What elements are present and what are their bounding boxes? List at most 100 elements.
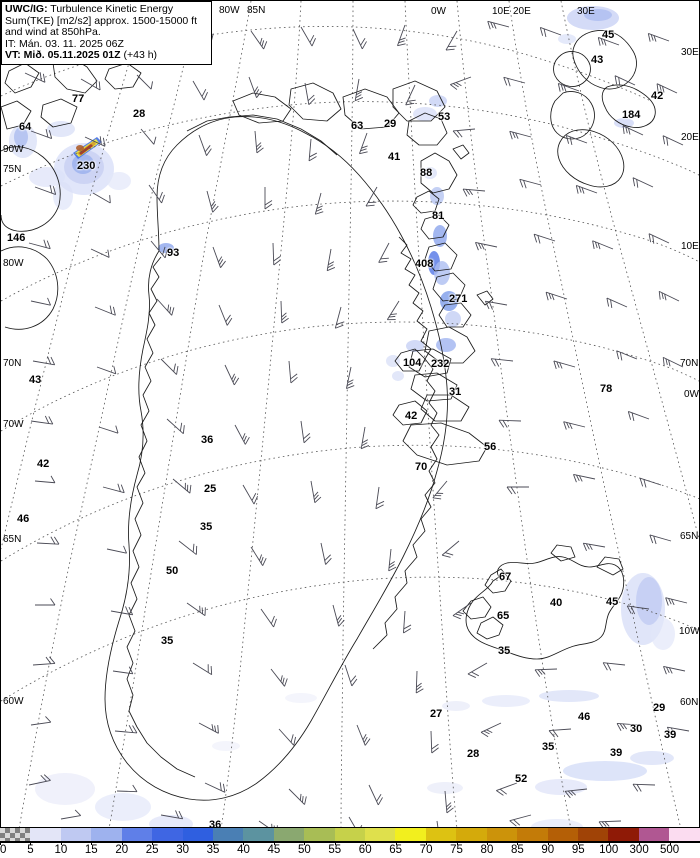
tke-value-label: 46: [578, 711, 591, 723]
graticule-label: 60W: [3, 696, 24, 707]
info-model-id: UWC/IG:: [5, 3, 48, 15]
colorbar-tick-label: 80: [480, 844, 494, 856]
tke-value-label: 88: [420, 167, 433, 179]
colorbar-swatch: [365, 828, 396, 841]
colorbar-tick: [60, 841, 62, 845]
info-line-3: and wind at 850hPa.: [5, 26, 101, 39]
tke-value-label: 184: [622, 109, 641, 121]
colorbar-swatch: [669, 828, 700, 841]
graticule-label: 70W: [3, 419, 24, 430]
chart-info-box: UWC/IG: Turbulence Kinetic Energy Sum(TK…: [1, 1, 212, 65]
tke-value-label: 29: [653, 702, 666, 714]
colorbar-swatch: [456, 828, 487, 841]
tke-value-label: 27: [430, 708, 443, 720]
tke-value-label: 43: [29, 374, 42, 386]
tke-value-label: 25: [204, 483, 217, 495]
colorbar-tick: [273, 841, 275, 845]
tke-value-label: 81: [432, 210, 445, 222]
colorbar-axis-line: [0, 841, 700, 843]
colorbar-tick: [456, 841, 458, 845]
wind-barb-layer: [24, 16, 690, 827]
tke-value-label: 42: [37, 458, 50, 470]
colorbar-tick: [578, 841, 580, 845]
colorbar-tick-label: 60: [358, 844, 372, 856]
info-lead-time: (+43 h): [120, 49, 158, 62]
colorbar-swatch: [517, 828, 548, 841]
graticule-label: 80W: [3, 258, 24, 269]
tke-value-label: 45: [602, 29, 615, 41]
tke-value-label: 35: [161, 635, 174, 647]
graticule-label: 90W: [3, 144, 24, 155]
graticule-label: 10E: [681, 241, 699, 252]
tke-value-label: 104: [403, 357, 422, 369]
tke-value-label: 45: [606, 596, 619, 608]
colorbar-tick-group: 0 5 10 15 20 25 30 35 40 45 50 55 60 65 70 75 80 85 90 95 10…: [0, 841, 700, 858]
graticule-label: 75N: [3, 164, 22, 175]
colorbar-tick: [426, 841, 428, 845]
tke-shading-layer: [9, 6, 675, 827]
graticule-label: 65N: [3, 534, 22, 545]
colorbar-tick-label: 85: [510, 844, 524, 856]
colorbar-swatch: [486, 828, 518, 841]
tke-value-label: 42: [405, 410, 418, 422]
colorbar-tick: [152, 841, 154, 845]
tke-value-label: 93: [167, 247, 180, 259]
tke-value-label: 67: [499, 571, 512, 583]
colorbar-tick: [182, 841, 184, 845]
colorbar-swatch: [121, 828, 153, 841]
tke-value-label: 52: [515, 773, 528, 785]
tke-value-label: 56: [484, 441, 497, 453]
colorbar-tick-label: 30: [176, 844, 189, 856]
tke-value-label: 64: [19, 121, 32, 133]
colorbar-swatch: [638, 828, 670, 841]
colorbar: 0 5 10 15 20 25 30 35 40 45 50 55 60 65 70 75 80 85 90 95 10…: [0, 828, 700, 858]
colorbar-tick-label: 40: [237, 844, 250, 856]
tke-value-label: 50: [166, 565, 179, 577]
colorbar-tick-label: 90: [541, 844, 555, 856]
graticule-label: 80W: [219, 5, 240, 16]
graticule-layer: [1, 1, 699, 827]
colorbar-tick-label: 100: [599, 844, 619, 856]
colorbar-tick: [608, 841, 610, 845]
colorbar-tick: [486, 841, 488, 845]
colorbar-tick: [243, 841, 245, 845]
colorbar-swatch: [547, 828, 579, 841]
colorbar-tick: [517, 841, 519, 845]
colorbar-tick-label: 5: [27, 844, 34, 856]
tke-value-label: 78: [600, 383, 613, 395]
tke-value-label: 36: [201, 434, 214, 446]
tke-value-label: 30: [630, 723, 643, 735]
tke-value-label: 408: [415, 258, 434, 270]
colorbar-tick: [669, 841, 671, 845]
colorbar-swatch: [395, 828, 426, 841]
colorbar-tick-label: 70: [419, 844, 433, 856]
graticule-label: 0W: [431, 6, 446, 17]
tke-value-label: 77: [72, 93, 85, 105]
colorbar-tick-label: 35: [206, 844, 220, 856]
colorbar-tick-label: 65: [389, 844, 403, 856]
tke-value-label: 28: [467, 748, 480, 760]
colorbar-tick: [334, 841, 336, 845]
graticule-label: 70N: [3, 358, 22, 369]
colorbar-swatch: [273, 828, 305, 841]
tke-value-label: 35: [498, 645, 511, 657]
colorbar-tick-label: 45: [267, 844, 281, 856]
tke-value-label: 232: [431, 358, 450, 370]
colorbar-tick-label: 20: [115, 844, 129, 856]
graticule-label: 85N: [247, 5, 266, 16]
tke-value-label: 46: [17, 513, 30, 525]
colorbar-tick: [30, 841, 32, 845]
colorbar-tick-label: 95: [571, 844, 585, 856]
colorbar-tick-label: 50: [297, 844, 311, 856]
colorbar-tick-label: 75: [450, 844, 463, 856]
colorbar-swatch: [182, 828, 213, 841]
colorbar-tick-label: 500: [659, 844, 680, 856]
tke-value-label: 53: [438, 111, 451, 123]
colorbar-tick: [304, 841, 306, 845]
tke-value-label: 146: [7, 232, 26, 244]
tke-value-label: 43: [591, 54, 604, 66]
info-line-2: Sum(TKE) [m2/s2] approx. 1500-15000 ft: [5, 14, 198, 27]
map-panel[interactable]: 80W 85N 0W 10E 20E 30E 30E 20E 10E 70N 0W 65N 10W 60N…: [0, 0, 700, 828]
tke-value-label: 39: [610, 747, 623, 759]
colorbar-tick-label: 10: [54, 844, 68, 856]
